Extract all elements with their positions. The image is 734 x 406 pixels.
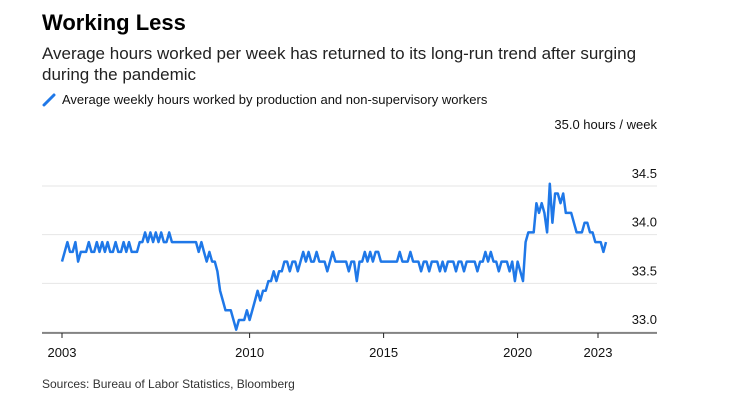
y-tick-label: 34.0 [632, 215, 657, 230]
series-line [60, 182, 608, 331]
series-layer [60, 182, 608, 331]
legend-label: Average weekly hours worked by productio… [62, 92, 488, 107]
chart-subtitle: Average hours worked per week has return… [42, 44, 637, 84]
x-tick-label: 2023 [584, 345, 613, 360]
x-tick-label: 2010 [235, 345, 264, 360]
y-tick-label: 34.5 [632, 166, 657, 181]
y-tick-label: 33.0 [632, 312, 657, 327]
chart-title: Working Less [42, 10, 186, 35]
source-note: Sources: Bureau of Labor Statistics, Blo… [42, 377, 295, 391]
x-tick-label: 2020 [503, 345, 532, 360]
y-axis: 35.0 hours / week 33.0 33.5 34.0 34.5 [554, 117, 657, 327]
x-tick-label: 2015 [369, 345, 398, 360]
legend: Average weekly hours worked by productio… [42, 92, 487, 107]
y-tick-label: 33.5 [632, 263, 657, 278]
gridlines [42, 185, 657, 333]
y-axis-unit-label: 35.0 hours / week [554, 117, 657, 132]
x-axis: 2003 2010 2015 2020 2023 [42, 332, 657, 360]
x-tick-label: 2003 [48, 345, 77, 360]
legend-swatch [42, 93, 56, 106]
